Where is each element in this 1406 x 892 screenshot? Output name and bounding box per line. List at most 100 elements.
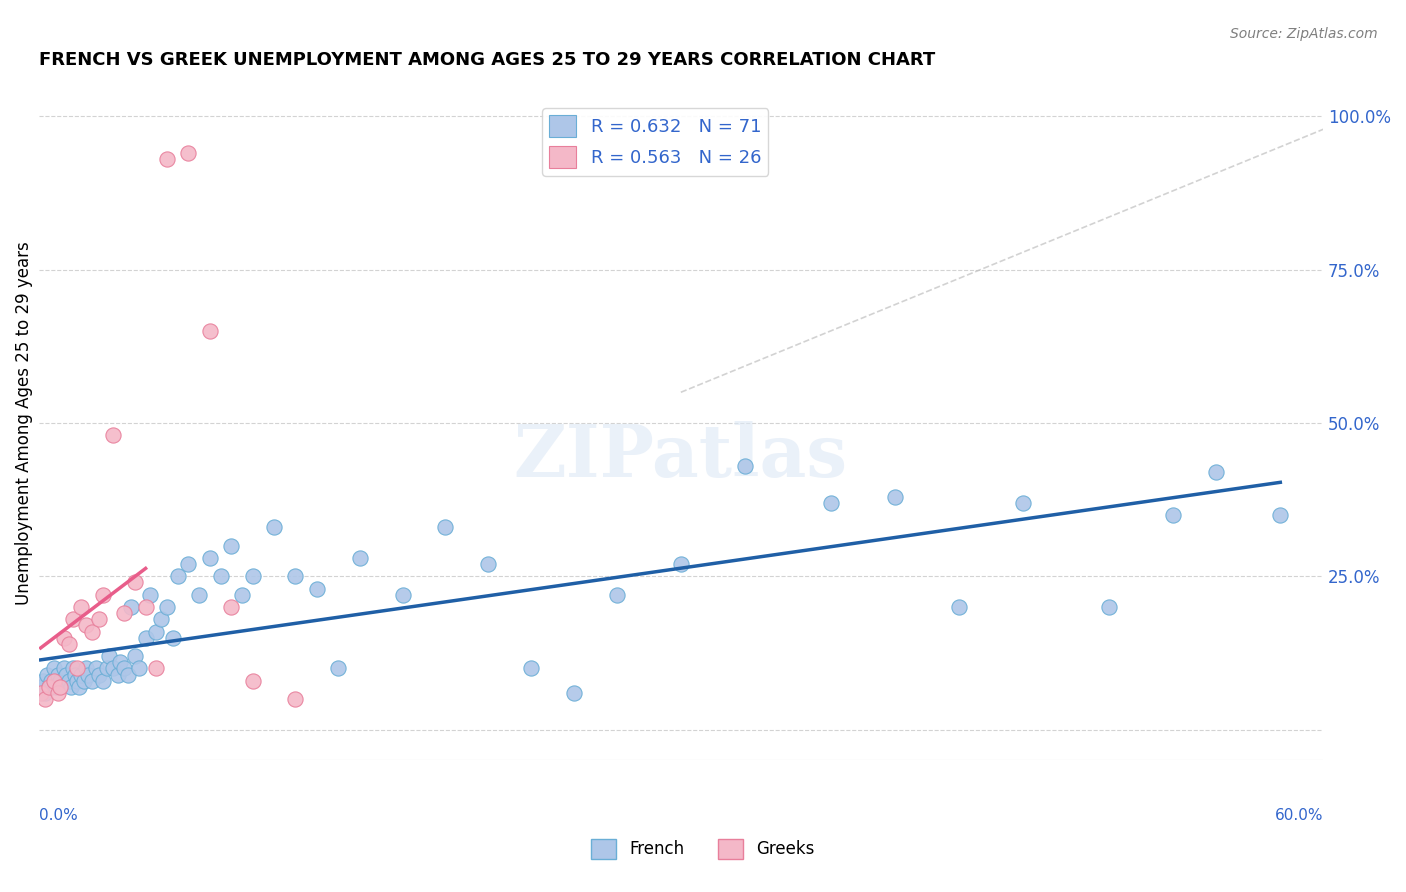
Point — [46, 667, 69, 681]
Point — [86, 661, 108, 675]
Legend: French, Greeks: French, Greeks — [585, 832, 821, 866]
Point — [76, 667, 98, 681]
Point — [284, 569, 307, 583]
Point — [145, 661, 167, 675]
Point — [434, 520, 457, 534]
Point — [62, 612, 84, 626]
Point — [59, 680, 82, 694]
Point — [91, 588, 114, 602]
Point — [103, 428, 125, 442]
Point — [242, 569, 264, 583]
Point — [72, 673, 94, 688]
Text: 60.0%: 60.0% — [1275, 807, 1323, 822]
Point — [284, 692, 307, 706]
Point — [156, 600, 179, 615]
Point — [209, 569, 232, 583]
Point — [107, 667, 129, 681]
Point — [62, 661, 84, 675]
Point — [391, 588, 413, 602]
Point — [242, 673, 264, 688]
Point — [55, 667, 77, 681]
Point — [328, 661, 350, 675]
Point — [219, 600, 242, 615]
Point — [91, 673, 114, 688]
Point — [45, 680, 67, 694]
Point — [31, 673, 53, 688]
Point — [120, 600, 142, 615]
Point — [63, 667, 86, 681]
Point — [41, 673, 63, 688]
Point — [42, 661, 65, 675]
Y-axis label: Unemployment Among Ages 25 to 29 years: Unemployment Among Ages 25 to 29 years — [15, 241, 32, 605]
Point — [38, 680, 60, 694]
Point — [70, 600, 93, 615]
Point — [149, 612, 172, 626]
Point — [37, 667, 59, 681]
Point — [67, 680, 90, 694]
Point — [128, 661, 150, 675]
Point — [139, 588, 162, 602]
Point — [135, 600, 157, 615]
Text: FRENCH VS GREEK UNEMPLOYMENT AMONG AGES 25 TO 29 YEARS CORRELATION CHART: FRENCH VS GREEK UNEMPLOYMENT AMONG AGES … — [38, 51, 935, 69]
Point — [162, 631, 184, 645]
Point — [38, 680, 60, 694]
Point — [1012, 496, 1035, 510]
Point — [112, 661, 135, 675]
Point — [135, 631, 157, 645]
Text: ZIPatlas: ZIPatlas — [513, 421, 848, 492]
Point — [96, 661, 118, 675]
Point — [884, 490, 907, 504]
Point — [177, 557, 200, 571]
Point — [198, 324, 221, 338]
Point — [49, 673, 72, 688]
Point — [75, 618, 97, 632]
Point — [188, 588, 211, 602]
Point — [231, 588, 253, 602]
Point — [58, 637, 80, 651]
Point — [80, 624, 103, 639]
Point — [70, 667, 93, 681]
Point — [87, 612, 110, 626]
Point — [46, 686, 69, 700]
Point — [520, 661, 543, 675]
Point — [103, 661, 125, 675]
Point — [305, 582, 328, 596]
Point — [112, 606, 135, 620]
Point — [66, 661, 89, 675]
Legend: R = 0.632   N = 71, R = 0.563   N = 26: R = 0.632 N = 71, R = 0.563 N = 26 — [541, 108, 769, 176]
Point — [1205, 465, 1227, 479]
Point — [124, 575, 146, 590]
Point — [98, 649, 121, 664]
Point — [1270, 508, 1292, 522]
Point — [30, 680, 52, 694]
Point — [124, 649, 146, 664]
Point — [562, 686, 585, 700]
Point — [1161, 508, 1184, 522]
Point — [87, 667, 110, 681]
Point — [66, 673, 89, 688]
Text: 0.0%: 0.0% — [38, 807, 77, 822]
Point — [34, 686, 56, 700]
Point — [75, 661, 97, 675]
Point — [734, 458, 756, 473]
Point — [30, 686, 52, 700]
Point — [669, 557, 692, 571]
Point — [156, 152, 179, 166]
Point — [108, 655, 131, 669]
Point — [80, 673, 103, 688]
Point — [948, 600, 970, 615]
Text: Source: ZipAtlas.com: Source: ZipAtlas.com — [1230, 27, 1378, 41]
Point — [1098, 600, 1121, 615]
Point — [606, 588, 628, 602]
Point — [53, 631, 76, 645]
Point — [166, 569, 188, 583]
Point — [263, 520, 285, 534]
Point — [349, 550, 371, 565]
Point — [198, 550, 221, 565]
Point — [117, 667, 139, 681]
Point — [34, 692, 56, 706]
Point — [49, 680, 72, 694]
Point — [177, 146, 200, 161]
Point — [145, 624, 167, 639]
Point — [477, 557, 499, 571]
